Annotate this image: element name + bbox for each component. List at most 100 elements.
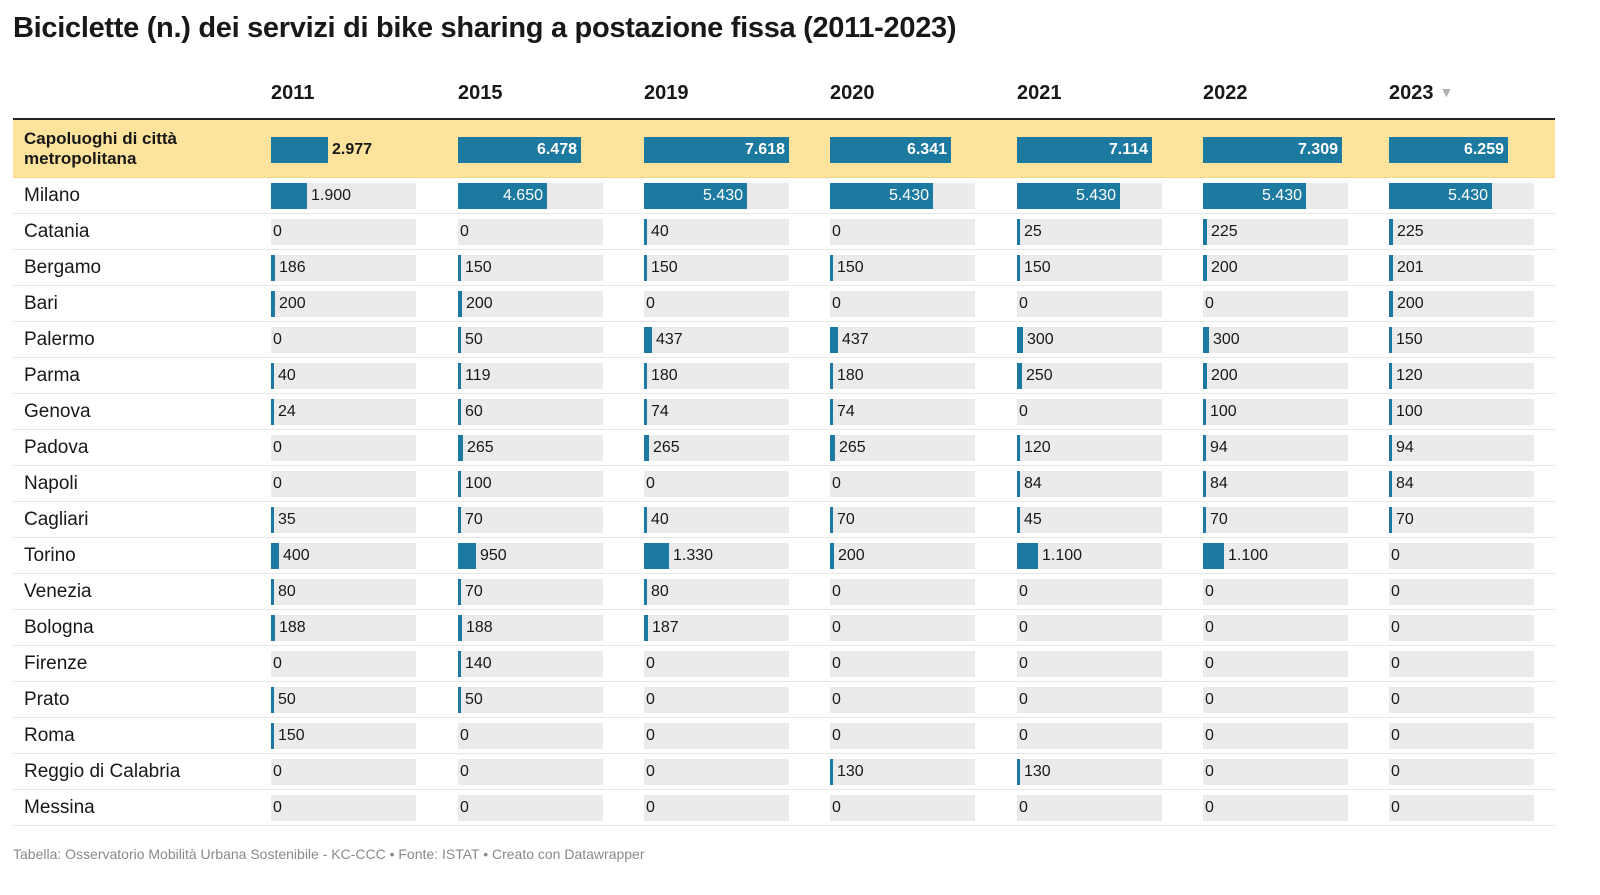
bar-cell: 0: [830, 219, 975, 245]
value-label: 84: [1024, 475, 1042, 492]
value-label: 70: [465, 583, 483, 600]
value-label: 0: [1205, 727, 1214, 744]
table-row: Milano 1.900 4.650 5.430 5.430 5.430 5.430 5.43…: [13, 178, 1555, 214]
bar-cell: 6.478: [458, 137, 603, 163]
bar-cell: 1.100: [1203, 543, 1348, 569]
bar-cell: 225: [1203, 219, 1348, 245]
value-bar: [644, 507, 647, 533]
value-label: 0: [646, 655, 655, 672]
value-label: 0: [1391, 619, 1400, 636]
bar-cell: 4.650: [458, 183, 603, 209]
table-row: Venezia 80 70 80 0 0 0 0: [13, 574, 1555, 610]
value-label: 40: [651, 511, 669, 528]
bar-cell: 300: [1017, 327, 1162, 353]
bar-cell: 0: [271, 651, 416, 677]
chart-title: Biciclette (n.) dei servizi di bike shar…: [13, 12, 957, 44]
value-label: 0: [832, 799, 841, 816]
column-header-2020[interactable]: 2020: [830, 82, 875, 105]
sort-descending-icon: ▼: [1439, 84, 1454, 100]
value-bar: [1389, 183, 1492, 209]
bar-cell: 5.430: [1203, 183, 1348, 209]
column-header-2019[interactable]: 2019: [644, 82, 689, 105]
bar-cell: 70: [458, 507, 603, 533]
value-bar: [271, 615, 275, 641]
footer-credits: Tabella: Osservatorio Mobilità Urbana So…: [13, 846, 645, 862]
value-label: 0: [1205, 295, 1214, 312]
value-bar: [1017, 543, 1038, 569]
value-bar: [458, 327, 461, 353]
column-header-2021[interactable]: 2021: [1017, 82, 1062, 105]
value-label: 70: [1210, 511, 1228, 528]
column-header-2011[interactable]: 2011: [271, 82, 314, 105]
value-bar: [1203, 219, 1207, 245]
value-label: 80: [651, 583, 669, 600]
bar-cell: 74: [830, 399, 975, 425]
value-label: 130: [837, 763, 864, 780]
column-header-2022[interactable]: 2022: [1203, 82, 1248, 105]
bar-cell: 0: [271, 435, 416, 461]
value-bar: [830, 183, 933, 209]
value-bar: [271, 543, 279, 569]
value-label: 0: [1019, 583, 1028, 600]
value-label: 2.977: [332, 141, 373, 158]
value-label: 0: [646, 475, 655, 492]
bar-cell: 0: [1017, 651, 1162, 677]
value-bar: [271, 687, 274, 713]
value-bar: [1203, 363, 1207, 389]
value-label: 4.650: [502, 187, 543, 204]
value-label: 40: [278, 367, 296, 384]
value-label: 70: [465, 511, 483, 528]
table-row: Parma 40 119 180 180 250 200 120: [13, 358, 1555, 394]
value-label: 94: [1396, 439, 1414, 456]
value-label: 0: [273, 799, 282, 816]
bar-cell: 1.330: [644, 543, 789, 569]
value-label: 24: [278, 403, 296, 420]
bar-cell: 0: [1203, 291, 1348, 317]
value-label: 0: [646, 727, 655, 744]
value-bar: [1203, 435, 1206, 461]
value-bar: [458, 183, 547, 209]
value-label: 0: [273, 331, 282, 348]
table-row: Messina 0 0 0 0 0 0 0: [13, 790, 1555, 826]
bar-cell: 50: [458, 327, 603, 353]
bar-cell: 0: [1389, 795, 1534, 821]
value-bar: [458, 651, 461, 677]
value-label: 5.430: [888, 187, 929, 204]
value-label: 150: [278, 727, 305, 744]
table-row: Reggio di Calabria 0 0 0 130 130 0 0: [13, 754, 1555, 790]
bar-cell: 0: [644, 687, 789, 713]
row-label: Catania: [24, 220, 90, 242]
bar-cell: 120: [1017, 435, 1162, 461]
value-bar: [1389, 291, 1393, 317]
table-row: Firenze 0 140 0 0 0 0 0: [13, 646, 1555, 682]
bar-cell: 0: [1389, 579, 1534, 605]
data-table: 2011 2015 2019 2020 2021 2022 2023 ▼ Capoluoghi…: [13, 74, 1555, 826]
value-label: 0: [273, 763, 282, 780]
value-label: 0: [460, 799, 469, 816]
bar-cell: 74: [644, 399, 789, 425]
column-header-2015[interactable]: 2015: [458, 82, 503, 105]
value-bar: [271, 255, 275, 281]
value-label: 300: [1027, 331, 1054, 348]
value-bar: [1203, 255, 1207, 281]
value-label: 0: [1019, 655, 1028, 672]
bar-cell: 437: [830, 327, 975, 353]
value-bar: [1389, 435, 1392, 461]
bar-cell: 94: [1389, 435, 1534, 461]
bar-cell: 0: [644, 759, 789, 785]
bar-cell: 5.430: [1017, 183, 1162, 209]
value-label: 5.430: [1261, 187, 1302, 204]
column-header-2023[interactable]: 2023 ▼: [1389, 82, 1453, 105]
bar-cell: 130: [830, 759, 975, 785]
value-bar: [458, 255, 461, 281]
bar-cell: 150: [1017, 255, 1162, 281]
value-label: 0: [832, 619, 841, 636]
bar-cell: 119: [458, 363, 603, 389]
value-label: 0: [1019, 619, 1028, 636]
bar-cell: 150: [458, 255, 603, 281]
column-header-label: 2015: [458, 82, 503, 104]
value-bar: [1389, 219, 1393, 245]
value-label: 84: [1210, 475, 1228, 492]
value-bar: [1203, 543, 1224, 569]
bar-cell: 0: [1017, 615, 1162, 641]
